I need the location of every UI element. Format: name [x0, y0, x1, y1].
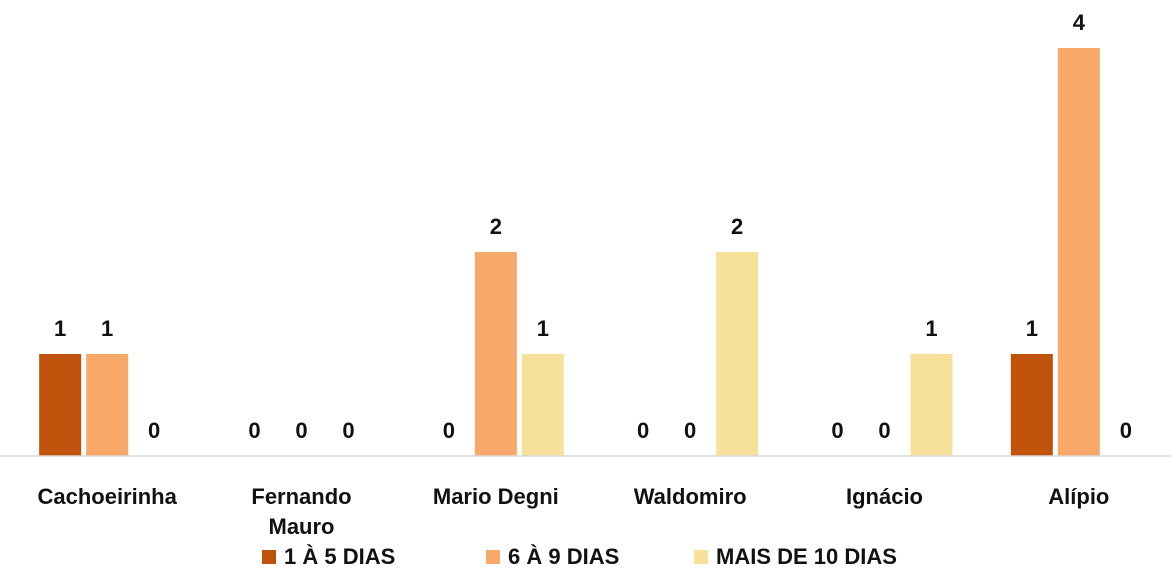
data-label: 0	[443, 418, 455, 443]
data-label: 1	[54, 316, 66, 341]
x-tick-text: Alípio	[1048, 484, 1110, 509]
legend-label: 6 À 9 DIAS	[508, 544, 619, 569]
x-tick-label: Alípio	[999, 482, 1159, 512]
data-label: 0	[1120, 418, 1132, 443]
data-label: 1	[101, 316, 113, 341]
data-label: 2	[490, 214, 502, 239]
data-label: 0	[295, 418, 307, 443]
legend-label: 1 À 5 DIAS	[284, 544, 395, 569]
bar	[86, 354, 129, 456]
x-tick-text: Fernando Mauro	[251, 484, 352, 539]
data-label: 0	[637, 418, 649, 443]
bar	[910, 354, 953, 456]
data-label: 1	[925, 316, 937, 341]
legend-label: MAIS DE 10 DIAS	[716, 544, 897, 569]
data-label: 0	[878, 418, 890, 443]
bar	[39, 354, 82, 456]
data-label: 0	[148, 418, 160, 443]
x-tick-label: Fernando Mauro	[222, 482, 382, 542]
legend-swatch	[694, 550, 708, 564]
x-tick-text: Ignácio	[845, 484, 923, 509]
data-label: 0	[831, 418, 843, 443]
x-tick-label: Cachoeirinha	[27, 482, 187, 512]
bar	[1057, 48, 1100, 456]
data-label: 0	[342, 418, 354, 443]
bar	[474, 252, 517, 456]
data-label: 0	[684, 418, 696, 443]
data-label: 1	[537, 316, 549, 341]
x-tick-text: Cachoeirinha	[37, 484, 177, 509]
x-tick-label: Mario Degni	[416, 482, 576, 512]
x-tick-text: Waldomiro	[633, 484, 747, 509]
x-tick-label: Ignácio	[805, 482, 965, 512]
legend-swatch	[486, 550, 500, 564]
data-label: 2	[731, 214, 743, 239]
legend-swatch	[262, 550, 276, 564]
bar	[716, 252, 759, 456]
data-label: 4	[1073, 10, 1086, 35]
bar	[521, 354, 564, 456]
data-label: 0	[248, 418, 260, 443]
bar	[1010, 354, 1053, 456]
data-label: 1	[1026, 316, 1038, 341]
x-tick-label: Waldomiro	[610, 482, 770, 512]
x-tick-text: Mario Degni	[432, 484, 559, 509]
